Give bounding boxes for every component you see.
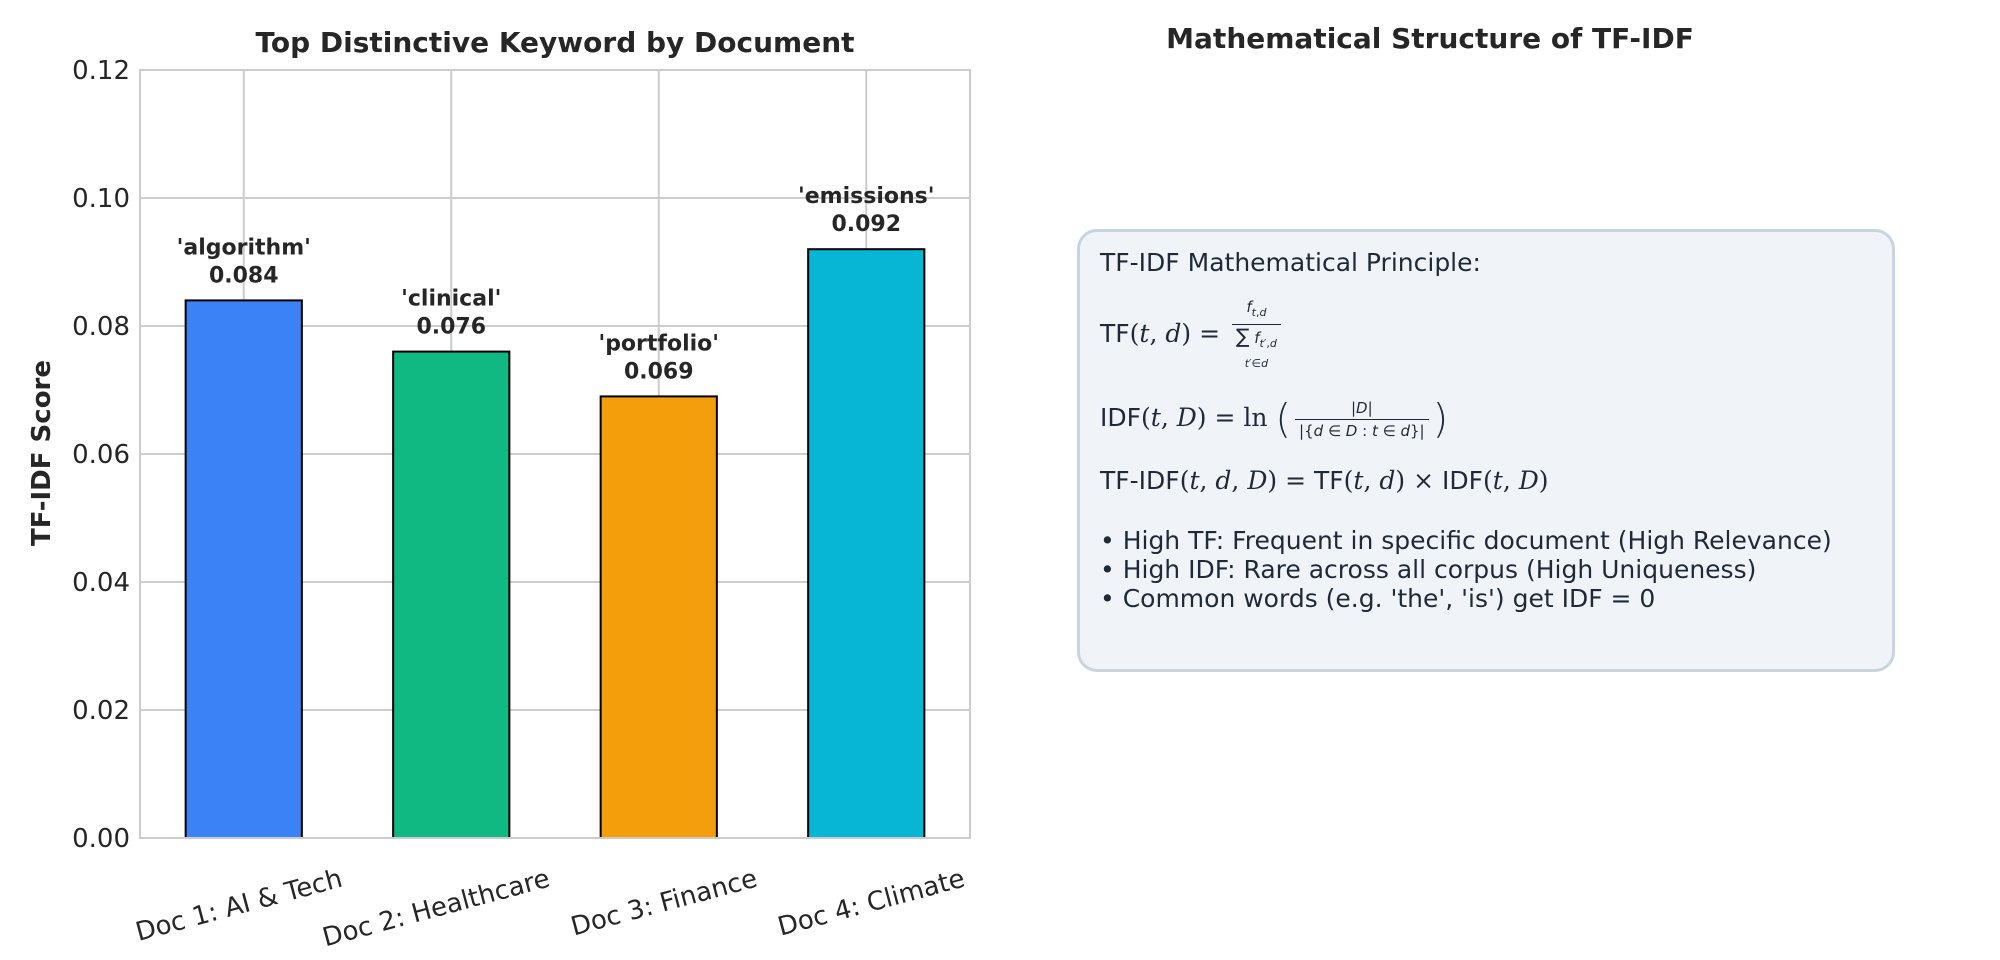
idf-formula: IDF(t, D) = ln ( |D| |{d ∈ D : t ∈ d}| ) [1100, 396, 1449, 443]
idf-fraction: |D| |{d ∈ D : t ∈ d}| [1295, 399, 1429, 440]
bar [807, 248, 926, 839]
tf-prefix: TF [1100, 319, 1130, 348]
y-tick-label: 0.12 [72, 56, 130, 86]
bullet-common-words: • Common words (e.g. 'the', 'is') get ID… [1100, 584, 1656, 613]
bar [599, 395, 718, 839]
bar [184, 299, 303, 839]
y-tick-label: 0.02 [72, 696, 130, 726]
formula-heading: TF-IDF Mathematical Principle: [1100, 248, 1481, 277]
bullet-high-tf: • High TF: Frequent in specific document… [1100, 526, 1832, 555]
tfidf-prefix: TF-IDF [1100, 466, 1180, 495]
y-tick-label: 0.04 [72, 568, 130, 598]
bar-value-label: 0.076 [416, 315, 486, 340]
tf-fraction: ft,d ∑ ft′,d t′∈d [1232, 298, 1281, 373]
bar-keyword-label: 'emissions' [798, 184, 934, 209]
y-tick-label: 0.08 [72, 312, 130, 342]
bar-value-label: 0.084 [209, 263, 279, 288]
x-tick-label: Doc 3: Finance [568, 864, 761, 943]
x-tick-label: Doc 1: AI & Tech [132, 864, 345, 948]
bar-value-label: 0.092 [831, 212, 901, 237]
tf-formula: TF(t, d) = ft,d ∑ ft′,d t′∈d [1100, 298, 1874, 373]
x-tick-label: Doc 4: Climate [775, 864, 968, 943]
x-tick-label: Doc 2: Healthcare [319, 864, 553, 953]
bullet-high-idf: • High IDF: Rare across all corpus (High… [1100, 555, 1757, 584]
bar-keyword-label: 'portfolio' [598, 331, 719, 356]
formula-box: TF-IDF Mathematical Principle: TF(t, d) … [1077, 229, 1895, 672]
bar-keyword-label: 'clinical' [401, 287, 501, 312]
y-tick-label: 0.06 [72, 440, 130, 470]
bar-keyword-label: 'algorithm' [177, 235, 311, 260]
y-tick-label: 0.00 [72, 824, 130, 854]
idf-prefix: IDF [1100, 403, 1142, 432]
plot-frame [139, 69, 971, 839]
bar-labels: 'algorithm' 0.084 'clinical' 0.076 'portfoli… [177, 184, 935, 384]
bar-value-label: 0.069 [624, 359, 694, 384]
tfidf-formula: TF-IDF(t, d, D) = TF(t, d) × IDF(t, D) [1100, 466, 1549, 495]
chart-title: Top Distinctive Keyword by Document [255, 26, 854, 59]
y-tick-label: 0.10 [72, 184, 130, 214]
bar [392, 350, 511, 839]
right-panel-title: Mathematical Structure of TF-IDF [1166, 22, 1694, 55]
y-axis-ticks: 0.00 0.02 0.04 0.06 0.08 0.10 0.12 [72, 56, 130, 854]
bars [184, 248, 926, 839]
y-axis-label: TF-IDF Score [27, 360, 57, 546]
bar-chart: Top Distinctive Keyword by Document 0.00… [27, 26, 971, 953]
